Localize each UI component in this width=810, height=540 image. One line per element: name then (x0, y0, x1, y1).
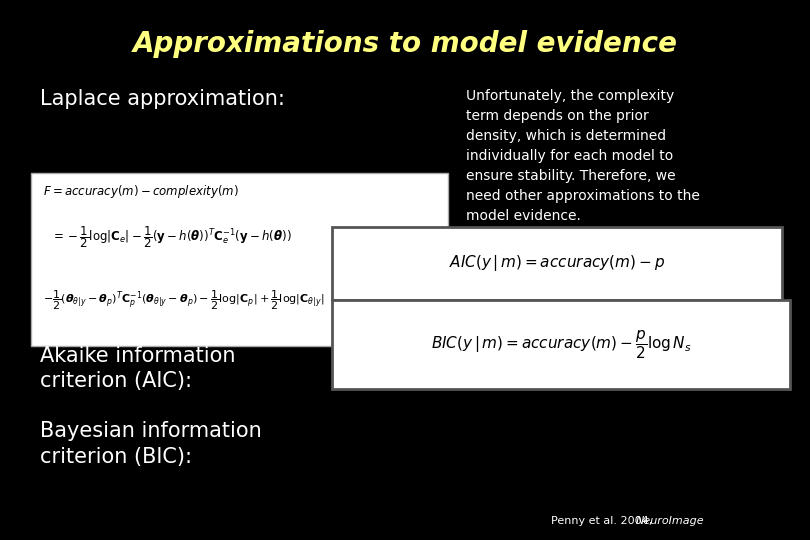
Text: NeuroImage: NeuroImage (636, 516, 705, 526)
Text: Approximations to model evidence: Approximations to model evidence (133, 30, 677, 58)
Text: Bayesian information
criterion (BIC):: Bayesian information criterion (BIC): (40, 421, 262, 467)
Text: $-\dfrac{1}{2}(\boldsymbol{\theta}_{\theta|y}-\boldsymbol{\theta}_p)^T \mathbf{C: $-\dfrac{1}{2}(\boldsymbol{\theta}_{\the… (43, 289, 325, 312)
Text: Laplace approximation:: Laplace approximation: (40, 89, 285, 109)
Text: $= -\dfrac{1}{2}\log|\mathbf{C}_e| - \dfrac{1}{2}(\mathbf{y}-h(\boldsymbol{\thet: $= -\dfrac{1}{2}\log|\mathbf{C}_e| - \df… (51, 224, 292, 250)
Text: $BIC(y\,|\,m) = accuracy(m) - \dfrac{p}{2}\log N_s$: $BIC(y\,|\,m) = accuracy(m) - \dfrac{p}{… (431, 328, 691, 361)
Text: Penny et al. 2004,: Penny et al. 2004, (551, 516, 655, 526)
FancyBboxPatch shape (332, 300, 790, 389)
FancyBboxPatch shape (31, 173, 448, 346)
Text: Akaike information
criterion (AIC):: Akaike information criterion (AIC): (40, 346, 236, 391)
Text: $F = accuracy(m) - complexity(m)$: $F = accuracy(m) - complexity(m)$ (43, 183, 239, 199)
FancyBboxPatch shape (332, 227, 782, 300)
Text: $AIC(y\,|\,m) = accuracy(m) - p$: $AIC(y\,|\,m) = accuracy(m) - p$ (449, 253, 665, 273)
Text: Unfortunately, the complexity
term depends on the prior
density, which is determ: Unfortunately, the complexity term depen… (466, 89, 700, 224)
